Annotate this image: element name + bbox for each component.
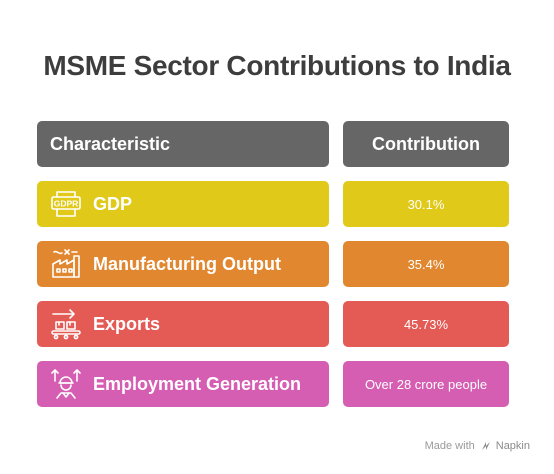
row-employment-label-cell: Employment Generation: [37, 361, 329, 407]
header-characteristic-label: Characteristic: [50, 133, 171, 154]
row-label: Manufacturing Output: [93, 253, 281, 274]
worker-arrows-icon: [47, 365, 85, 403]
conveyor-export-icon: [47, 305, 85, 343]
row-exports-value-cell: 45.73%: [343, 301, 509, 347]
row-label: Exports: [93, 313, 161, 334]
factory-icon: [47, 245, 85, 283]
row-label: Employment Generation: [93, 373, 302, 394]
row-value: 45.73%: [403, 316, 449, 332]
header-contribution-label: Contribution: [372, 133, 480, 154]
made-with-napkin-footer: Made with Napkin: [425, 440, 530, 452]
row-manufacturing-value-cell: 35.4%: [343, 241, 509, 287]
gdp-document-icon: GDPR: [47, 185, 85, 223]
made-with-label: Made with: [424, 440, 475, 452]
page-title: MSME Sector Contributions to India: [43, 50, 511, 81]
napkin-brand-label: Napkin: [495, 440, 530, 452]
row-value: 35.4%: [407, 256, 445, 272]
row-value: 30.1%: [407, 196, 445, 212]
napkin-logo-icon: [481, 442, 490, 450]
row-value: Over 28 crore people: [364, 376, 488, 392]
row-gdp-label-cell: GDPR GDP: [37, 181, 329, 227]
row-exports-label-cell: Exports: [37, 301, 329, 347]
row-gdp-value-cell: 30.1%: [343, 181, 509, 227]
header-characteristic: Characteristic: [37, 121, 329, 167]
header-contribution: Contribution: [343, 121, 509, 167]
row-employment-value-cell: Over 28 crore people: [343, 361, 509, 407]
row-label: GDP: [93, 193, 133, 214]
row-manufacturing-label-cell: Manufacturing Output: [37, 241, 329, 287]
svg-text:GDPR: GDPR: [54, 199, 79, 209]
